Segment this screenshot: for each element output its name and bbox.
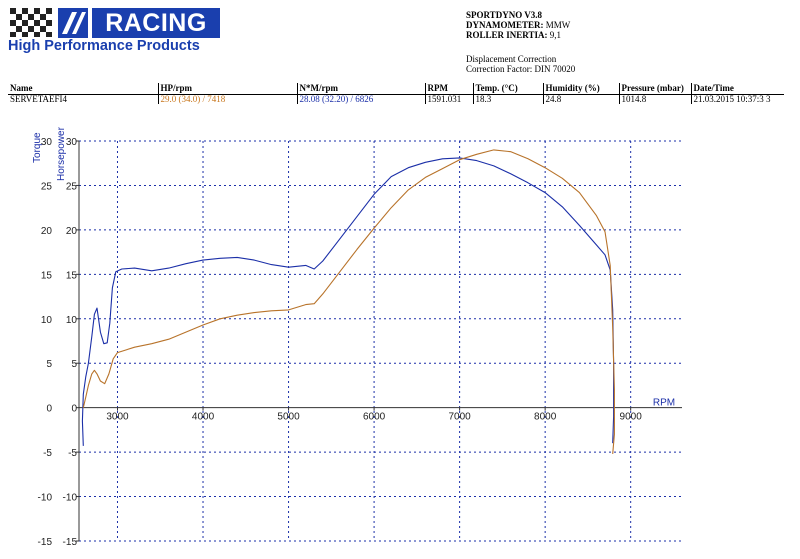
x-axis-title: RPM: [653, 398, 675, 409]
chart-labels: -15 -15 -10 -10 -5 -5 0 0 5 5 10 10 15 15 20 20 25 25 30 30…: [32, 126, 675, 548]
cell-pressure: 1014.8: [618, 94, 691, 104]
software-label: SPORTDYNO V3.8: [466, 10, 543, 20]
correction-factor: Correction Factor: DIN 70020: [466, 64, 576, 74]
y-tick-label-left: 15: [41, 270, 53, 281]
x-tick-label: 8000: [534, 412, 557, 423]
cell-rpm: 1591.031: [424, 94, 473, 104]
x-tick-label: 5000: [277, 412, 300, 423]
chart-series: [81, 149, 615, 454]
y-tick-label-left: -15: [38, 537, 53, 548]
y-axis-title-horsepower: Horsepower: [56, 126, 67, 181]
header-rpm: RPM: [424, 83, 473, 95]
header-temp: Temp. (°C): [472, 83, 543, 95]
x-tick-label: 3000: [106, 412, 129, 423]
y-tick-label-right: 25: [66, 181, 78, 192]
x-tick-label: 9000: [620, 412, 643, 423]
y-tick-label-right: 0: [71, 404, 77, 415]
y-tick-label-left: 0: [46, 404, 52, 415]
cell-datetime: 21.03.2015 10:37:3 3: [690, 94, 784, 104]
cell-nm: 28.08 (32.20) / 6826: [296, 94, 425, 104]
y-tick-label-left: -10: [38, 493, 53, 504]
y-tick-label-left: 25: [41, 181, 53, 192]
y-tick-label-right: 20: [66, 226, 78, 237]
header-datetime: Date/Time: [690, 83, 784, 95]
cell-humidity: 24.8: [542, 94, 619, 104]
y-tick-label-right: -5: [68, 448, 77, 459]
horsepower-curve: [82, 149, 615, 454]
torque-curve: [81, 157, 615, 446]
chart-axes: [76, 140, 682, 542]
table-header-row: Name HP/rpm N*M/rpm RPM Temp. (°C) Humid…: [8, 83, 784, 95]
y-tick-label-right: -15: [63, 537, 78, 548]
roller-inertia-label: ROLLER INERTIA:: [466, 30, 548, 40]
y-tick-label-right: 15: [66, 270, 78, 281]
table-row: SERVETAEFI4 29.0 (34.0) / 7418 28.08 (32…: [8, 94, 784, 104]
header-pressure: Pressure (mbar): [618, 83, 691, 95]
cell-name: SERVETAEFI4: [10, 93, 68, 104]
y-tick-label-right: 5: [71, 359, 77, 370]
header-humidity: Humidity (%): [542, 83, 619, 95]
logo-brand-box: RACING: [92, 8, 220, 38]
x-tick-label: 7000: [448, 412, 471, 423]
y-tick-label-left: 10: [41, 315, 53, 326]
logo-tagline: High Performance Products: [8, 38, 200, 54]
x-tick-label: 4000: [192, 412, 215, 423]
logo-brand-text: RACING: [105, 9, 207, 37]
results-table: Name HP/rpm N*M/rpm RPM Temp. (°C) Humid…: [8, 83, 784, 104]
chart-grid: [79, 140, 682, 542]
correction-title: Displacement Correction: [466, 54, 557, 64]
y-tick-label-left: 30: [41, 137, 53, 148]
x-tick-label: 6000: [363, 412, 386, 423]
dynamometer-value: MMW: [545, 20, 571, 30]
cell-temp: 18.3: [472, 94, 543, 104]
header-hp: HP/rpm: [157, 83, 297, 95]
y-tick-label-right: -10: [63, 493, 78, 504]
y-tick-label-left: -5: [43, 448, 52, 459]
checkered-flag-icon: [8, 6, 54, 38]
y-tick-label-right: 10: [66, 315, 78, 326]
y-tick-label-right: 30: [66, 137, 78, 148]
header-nm: N*M/rpm: [296, 83, 425, 95]
dynamometer-label: DYNAMOMETER:: [466, 20, 544, 30]
y-tick-label-left: 5: [46, 359, 52, 370]
cell-hp: 29.0 (34.0) / 7418: [157, 94, 297, 104]
header-name: Name: [8, 83, 158, 95]
racing-logo: RACING High Performance Products: [8, 6, 220, 54]
y-axis-title-torque: Torque: [32, 132, 43, 163]
roller-inertia-value: 9,1: [549, 30, 561, 40]
logo-slash-mark-icon: [58, 8, 88, 38]
y-tick-label-left: 20: [41, 226, 53, 237]
dyno-info: SPORTDYNO V3.8 DYNAMOMETER: MMW ROLLER I…: [466, 10, 575, 74]
